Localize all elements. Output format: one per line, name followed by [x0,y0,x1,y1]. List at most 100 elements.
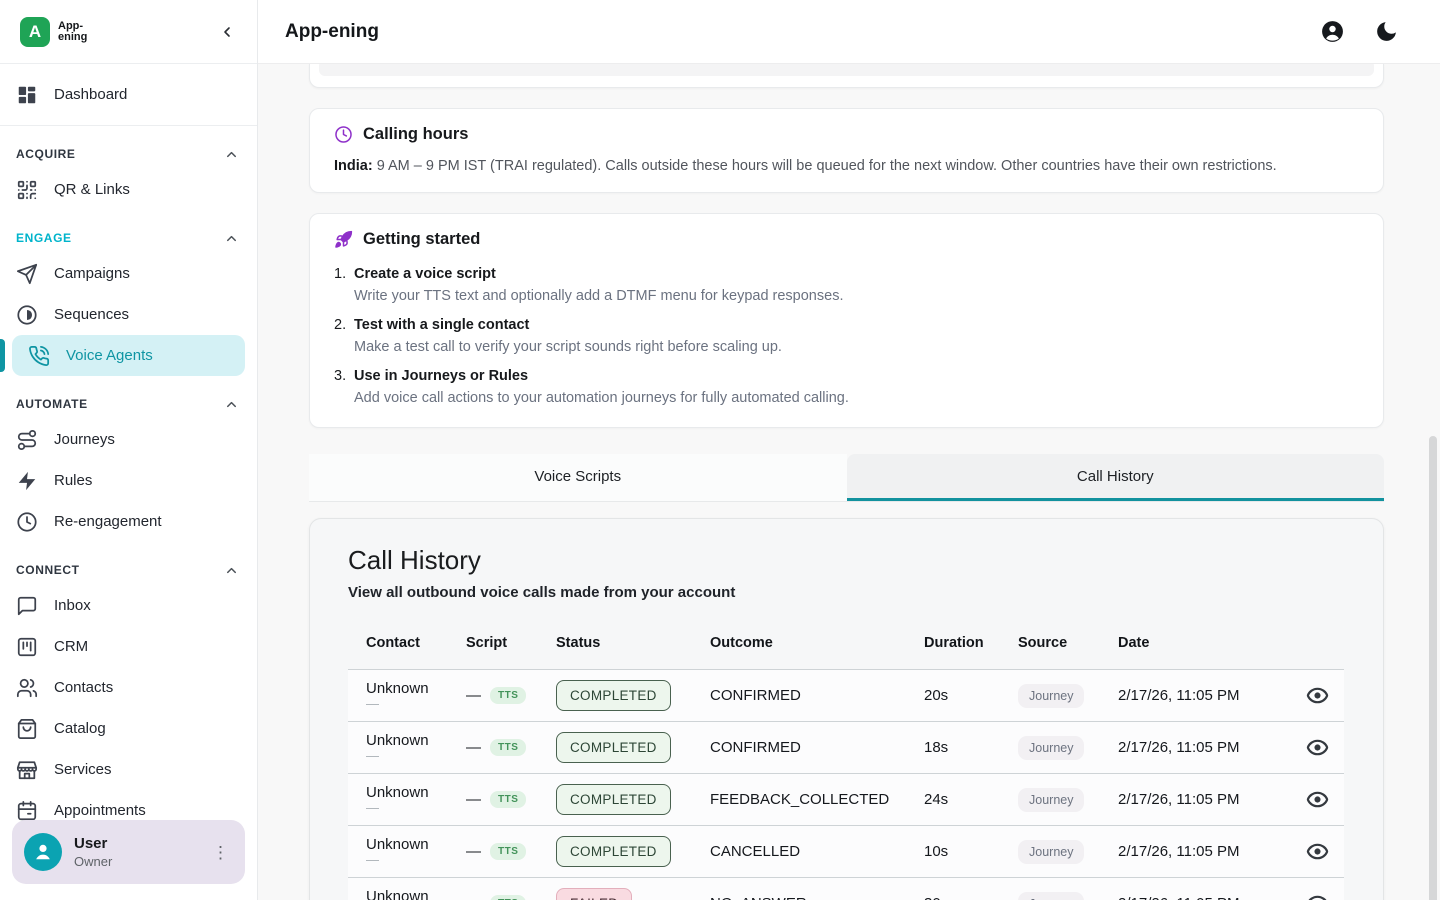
sidebar-item-rules[interactable]: Rules [0,460,257,501]
sidebar-item-services[interactable]: Services [0,749,257,790]
step-number: 2. [334,317,347,333]
header-actions [1318,18,1400,46]
sidebar-section-acquire[interactable]: ACQUIRE [0,139,257,169]
app-logo-text: App- ening [58,19,88,43]
calling-hours-body: India: 9 AM – 9 PM IST (TRAI regulated).… [334,158,1359,174]
sidebar-divider [0,125,257,126]
sidebar-item-label: Inbox [54,597,91,614]
sidebar-item-crm[interactable]: CRM [0,626,257,667]
sidebar-item-voice-agents[interactable]: Voice Agents [0,335,245,376]
table-row: Unknown — — TTS COMPLETED CONFIRMED 18s … [348,721,1344,773]
table-row: Unknown — — TTS COMPLETED CANCELLED 10s … [348,825,1344,877]
sidebar-section-automate[interactable]: AUTOMATE [0,389,257,419]
sidebar-collapse-button[interactable] [213,18,241,46]
column-header-status: Status [556,635,601,651]
app-logo-icon: A [20,16,50,47]
rocket-icon [334,230,353,249]
tab-list: Voice Scripts Call History [309,454,1384,502]
sidebar-item-label: Sequences [54,306,130,323]
account-button[interactable] [1318,18,1346,46]
user-card[interactable]: User Owner ⋮ [12,820,245,884]
sidebar-section-label: AUTOMATE [16,397,88,411]
send-icon [16,263,38,285]
sidebar-item-label: Contacts [54,679,114,696]
outcome-text: FEEDBACK_COLLECTED [710,791,890,808]
qr-icon [16,179,38,201]
getting-started-step: 3. Use in Journeys or Rules Add voice ca… [334,367,1359,407]
sidebar-item-catalog[interactable]: Catalog [0,708,257,749]
tts-badge: TTS [490,895,527,900]
dark-mode-toggle[interactable] [1372,18,1400,46]
sidebar-item-label: QR & Links [54,181,130,198]
date-text: 2/17/26, 11:05 PM [1118,843,1240,860]
tts-badge: TTS [490,687,527,704]
user-role: Owner [74,854,113,869]
tab-call-history[interactable]: Call History [846,454,1384,501]
sidebar-item-campaigns[interactable]: Campaigns [0,253,257,294]
sidebar-nav: Dashboard ACQUIRE QR & Links ENGAGE Camp… [0,64,257,831]
sidebar-item-appointments[interactable]: Appointments [0,790,257,831]
getting-started-title: Getting started [363,230,481,248]
source-badge: Journey [1018,787,1085,812]
sidebar-item-dashboard[interactable]: Dashboard [0,74,257,115]
table-row: Unknown — — TTS COMPLETED CONFIRMED 20s … [348,669,1344,721]
dashboard-icon [16,84,38,106]
user-name: User [74,835,108,852]
date-text: 2/17/26, 11:05 PM [1118,895,1291,900]
chevron-up-icon [224,231,239,246]
view-call-icon[interactable] [1306,736,1329,759]
status-badge: COMPLETED [556,732,671,763]
clock-icon [16,511,38,533]
top-header: App-ening [258,0,1440,64]
sidebar-item-label: Services [54,761,112,778]
sidebar-item-label: Catalog [54,720,106,737]
sidebar-item-label: Re-engagement [54,513,162,530]
getting-started-card: Getting started 1. Create a voice script… [309,213,1384,428]
duration-text: 20s [924,687,949,704]
outcome-text: CONFIRMED [710,739,801,756]
sidebar-section-label: CONNECT [16,563,80,577]
column-header-script: Script [466,635,508,651]
status-badge: COMPLETED [556,680,671,711]
sidebar-item-contacts[interactable]: Contacts [0,667,257,708]
source-badge: Journey [1018,683,1085,708]
sidebar-item-qr-links[interactable]: QR & Links [0,169,257,210]
date-text: 2/17/26, 11:05 PM [1118,687,1240,704]
store-icon [16,759,38,781]
duration-text: 18s [924,739,949,756]
scrolled-card-remnant [309,64,1384,88]
column-header-contact: Contact [366,635,420,651]
sidebar-header: A App- ening [0,0,257,64]
tab-voice-scripts[interactable]: Voice Scripts [309,454,847,501]
sidebar-section-connect[interactable]: CONNECT [0,555,257,585]
contact-name: Unknown [366,784,429,801]
route-icon [16,429,38,451]
getting-started-step: 1. Create a voice script Write your TTS … [334,265,1359,305]
sidebar-item-re-engagement[interactable]: Re-engagement [0,501,257,542]
table-row: Unknown — — TTS COMPLETED FEEDBACK_COLLE… [348,773,1344,825]
view-call-icon[interactable] [1306,788,1329,811]
calendar-icon [16,800,38,822]
scrollbar-thumb[interactable] [1429,436,1437,900]
sidebar-section-engage[interactable]: ENGAGE [0,223,257,253]
view-call-icon[interactable] [1306,684,1329,707]
column-header-duration: Duration [924,635,984,651]
user-menu-kebab-icon[interactable]: ⋮ [212,842,229,862]
getting-started-step: 2. Test with a single contact Make a tes… [334,316,1359,356]
step-description: Make a test call to verify your script s… [354,339,782,355]
sidebar-item-inbox[interactable]: Inbox [0,585,257,626]
getting-started-steps: 1. Create a voice script Write your TTS … [334,265,1359,407]
source-badge: Journey [1018,735,1085,760]
user-circle-icon [1320,19,1345,44]
user-avatar [24,833,62,871]
step-number: 1. [334,266,347,282]
table-header: Contact Script Status Outcome Duration Source… [348,617,1344,669]
sidebar-item-sequences[interactable]: Sequences [0,294,257,335]
sidebar-section-label: ACQUIRE [16,147,76,161]
column-header-outcome: Outcome [710,635,773,651]
view-call-icon[interactable] [1306,840,1329,863]
chevron-up-icon [224,563,239,578]
view-call-icon[interactable] [1306,892,1329,900]
contrast-icon [16,304,38,326]
sidebar-item-journeys[interactable]: Journeys [0,419,257,460]
